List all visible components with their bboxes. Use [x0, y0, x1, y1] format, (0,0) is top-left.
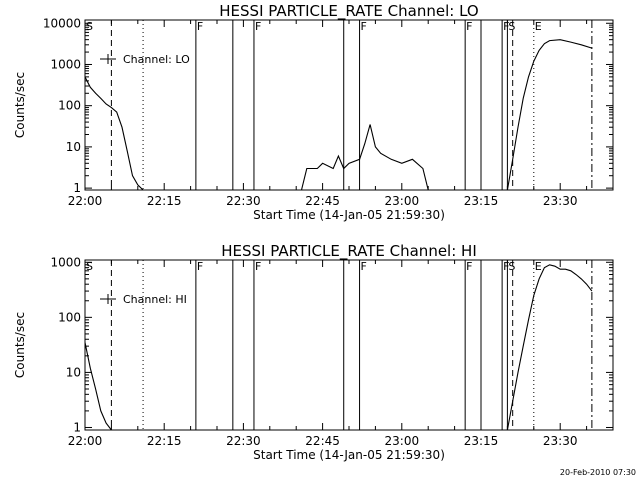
event-marker-label: S — [508, 20, 515, 33]
x-tick-label: 23:30 — [543, 434, 578, 448]
series-line — [85, 339, 112, 430]
x-tick-label: 22:45 — [305, 194, 340, 208]
y-tick-label: 1000 — [50, 57, 81, 71]
x-tick-label: 23:00 — [385, 194, 420, 208]
chart-title: HESSI PARTICLE_RATE Channel: LO — [219, 2, 478, 21]
x-tick-label: 23:30 — [543, 194, 578, 208]
event-marker-label: F — [255, 260, 261, 273]
legend-label: Channel: HI — [123, 293, 187, 306]
x-tick-label: 22:15 — [147, 194, 182, 208]
chart-title: HESSI PARTICLE_RATE Channel: HI — [221, 242, 477, 261]
x-axis-label: Start Time (14-Jan-05 21:59:30) — [253, 448, 445, 462]
y-tick-label: 10 — [66, 365, 81, 379]
series-line — [506, 39, 593, 190]
x-tick-label: 23:15 — [464, 434, 499, 448]
event-marker-label: F — [466, 20, 472, 33]
y-tick-label: 10000 — [43, 16, 81, 30]
x-tick-label: 22:30 — [226, 194, 261, 208]
series-line — [506, 264, 593, 430]
event-marker-label: S — [86, 20, 93, 33]
y-tick-label: 10 — [66, 140, 81, 154]
event-marker-label: F — [503, 20, 509, 33]
event-marker-label: S — [508, 260, 515, 273]
event-marker-label: F — [466, 260, 472, 273]
x-tick-label: 23:00 — [385, 434, 420, 448]
panel-lo: HESSI PARTICLE_RATE Channel: LO Start Tim… — [13, 2, 614, 222]
event-marker-label: F — [197, 20, 203, 33]
y-tick-label: 1 — [73, 420, 81, 434]
y-axis-label: Counts/sec — [13, 312, 27, 378]
plot-frame — [84, 19, 614, 191]
event-marker-label: S — [86, 260, 93, 273]
y-tick-label: 100 — [58, 310, 81, 324]
x-tick-label: 22:45 — [305, 434, 340, 448]
event-marker-label: F — [197, 260, 203, 273]
y-tick-label: 1 — [73, 181, 81, 195]
legend-label: Channel: LO — [123, 53, 190, 66]
event-marker-label: F — [361, 260, 367, 273]
x-tick-label: 22:15 — [147, 434, 182, 448]
event-marker-label: E — [535, 260, 542, 273]
x-tick-label: 22:00 — [68, 194, 103, 208]
x-axis-label: Start Time (14-Jan-05 21:59:30) — [253, 208, 445, 222]
x-tick-label: 22:30 — [226, 434, 261, 448]
event-marker-label: E — [535, 20, 542, 33]
event-marker-label: F — [361, 20, 367, 33]
y-axis-label: Counts/sec — [13, 72, 27, 138]
series-line — [85, 75, 144, 190]
panel-hi: HESSI PARTICLE_RATE Channel: HI Start Tim… — [13, 242, 614, 462]
x-tick-label: 23:15 — [464, 194, 499, 208]
x-tick-label: 22:00 — [68, 434, 103, 448]
y-tick-label: 1000 — [50, 255, 81, 269]
event-marker-label: F — [503, 260, 509, 273]
footer-date: 20-Feb-2010 07:30 — [560, 468, 636, 477]
y-tick-label: 100 — [58, 99, 81, 113]
series-line — [300, 124, 429, 190]
plot-frame — [84, 259, 614, 431]
event-marker-label: F — [255, 20, 261, 33]
